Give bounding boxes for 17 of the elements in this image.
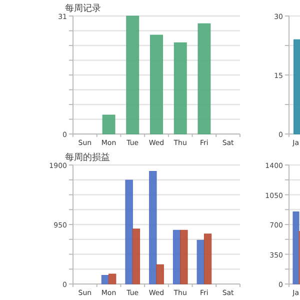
bar [132,228,140,284]
bar [149,171,157,284]
bar [125,180,133,284]
bar [180,230,188,284]
bar [101,274,110,284]
bar [126,16,140,134]
bar [172,230,181,284]
bar [156,264,164,284]
bar [102,114,116,134]
bar [196,240,204,284]
bar [174,42,187,134]
chart-title: 每周记录 [65,3,101,14]
chart-title: 每周的损益 [65,152,110,163]
bar [150,34,163,134]
bar [198,23,211,134]
bar [108,274,116,284]
bar [204,234,212,284]
